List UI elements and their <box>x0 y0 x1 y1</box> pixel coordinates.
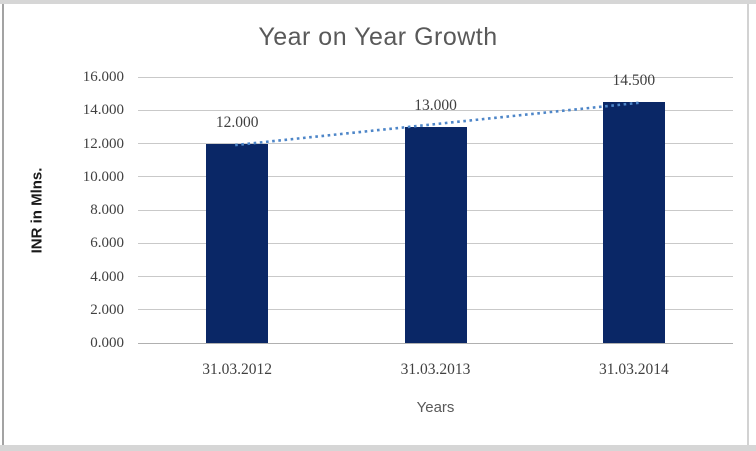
y-tick-label: 2.000 <box>90 301 124 318</box>
y-tick-label: 8.000 <box>90 202 124 218</box>
frame-right-border <box>747 4 749 445</box>
bar <box>602 101 665 343</box>
y-tick-label: 4.000 <box>90 268 124 285</box>
bar <box>206 143 269 343</box>
y-tick-label: 10.000 <box>82 168 124 185</box>
x-category-label: 31.03.2012 <box>202 361 273 378</box>
frame-left-border <box>2 4 4 445</box>
x-category-label: 31.03.2014 <box>598 361 669 378</box>
y-tick-label: 6.000 <box>90 235 124 252</box>
chart-title: Year on Year Growth <box>258 23 498 51</box>
y-tick-label: 12.000 <box>82 135 124 152</box>
gridline <box>138 76 733 78</box>
y-tick-label: 16.000 <box>82 69 124 85</box>
x-axis-title: Years <box>416 399 455 416</box>
frame-bottom-border <box>0 445 756 451</box>
bar-data-label: 13.000 <box>414 96 457 114</box>
frame-top-border <box>0 0 756 4</box>
bar <box>404 126 467 343</box>
bar-data-label: 12.000 <box>215 113 259 131</box>
x-category-label: 31.03.2013 <box>400 361 471 378</box>
y-tick-label: 14.000 <box>82 102 124 119</box>
bar-data-label: 14.500 <box>612 71 656 89</box>
y-tick-label: 0.000 <box>90 335 124 351</box>
x-axis-line <box>138 342 733 344</box>
